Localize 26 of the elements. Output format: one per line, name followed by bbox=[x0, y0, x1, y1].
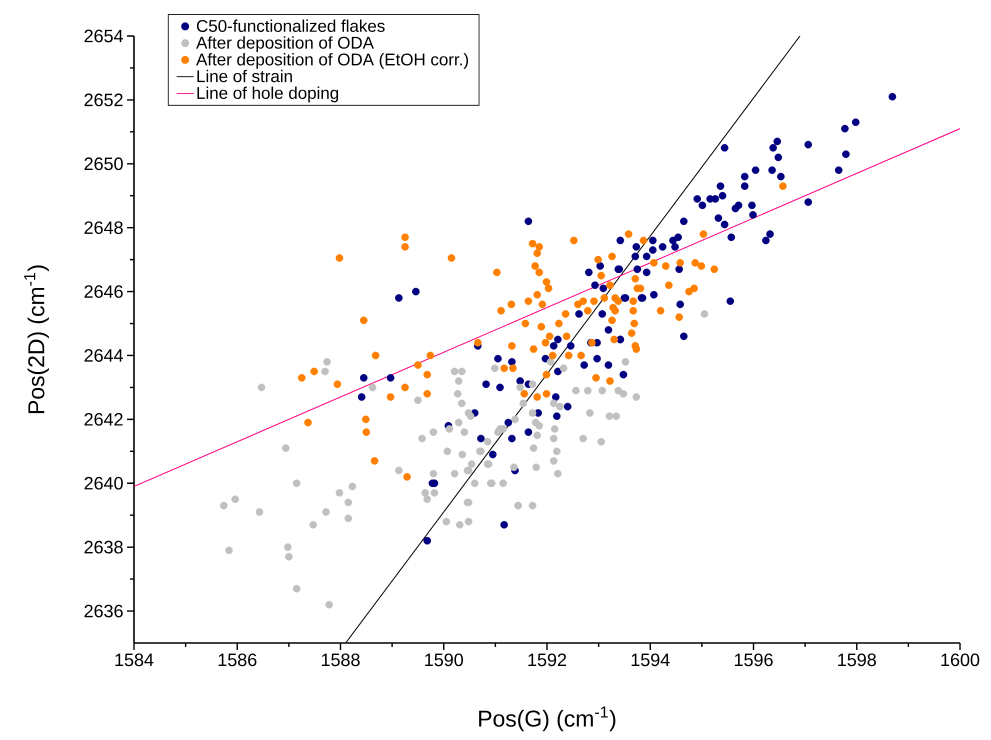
y-tick-label: 2650 bbox=[84, 157, 123, 170]
x-tick-label: 1592 bbox=[528, 653, 566, 666]
legend-label: Line of hole doping bbox=[197, 86, 338, 102]
x-tick-label: 1596 bbox=[734, 653, 773, 666]
x-tick-label: 1598 bbox=[838, 653, 876, 666]
legend-label: After deposition of ODA (EtOH corr.) bbox=[196, 53, 468, 69]
y-tick-label: 2638 bbox=[84, 540, 123, 554]
x-axis-title: Pos(G) (cm$^{-1}$) bbox=[479, 706, 616, 732]
x-tick-label: 1588 bbox=[322, 653, 360, 666]
y-tick-label: 2636 bbox=[84, 604, 123, 618]
y-tick-label: 2644 bbox=[84, 349, 123, 362]
x-tick-label: 1594 bbox=[632, 653, 670, 666]
legend-label: C50-functionalized flakes bbox=[196, 20, 385, 32]
y-tick-label: 2642 bbox=[84, 413, 123, 426]
legend-label: Line of strain bbox=[197, 70, 292, 82]
x-tick-label: 1590 bbox=[425, 653, 463, 666]
legend-label: After deposition of ODA bbox=[196, 36, 374, 52]
y-axis-title: Pos(2D) (cm$^{-1}$) bbox=[24, 265, 49, 414]
x-tick-label: 1586 bbox=[218, 653, 256, 666]
y-tick-label: 2646 bbox=[84, 285, 123, 298]
y-tick-label: 2640 bbox=[84, 476, 123, 490]
y-tick-label: 2648 bbox=[84, 221, 123, 234]
x-tick-label: 1584 bbox=[115, 653, 154, 666]
y-tick-label: 2652 bbox=[84, 94, 123, 106]
x-tick-label: 1600 bbox=[941, 653, 980, 666]
y-tick-label: 2654 bbox=[84, 30, 123, 42]
